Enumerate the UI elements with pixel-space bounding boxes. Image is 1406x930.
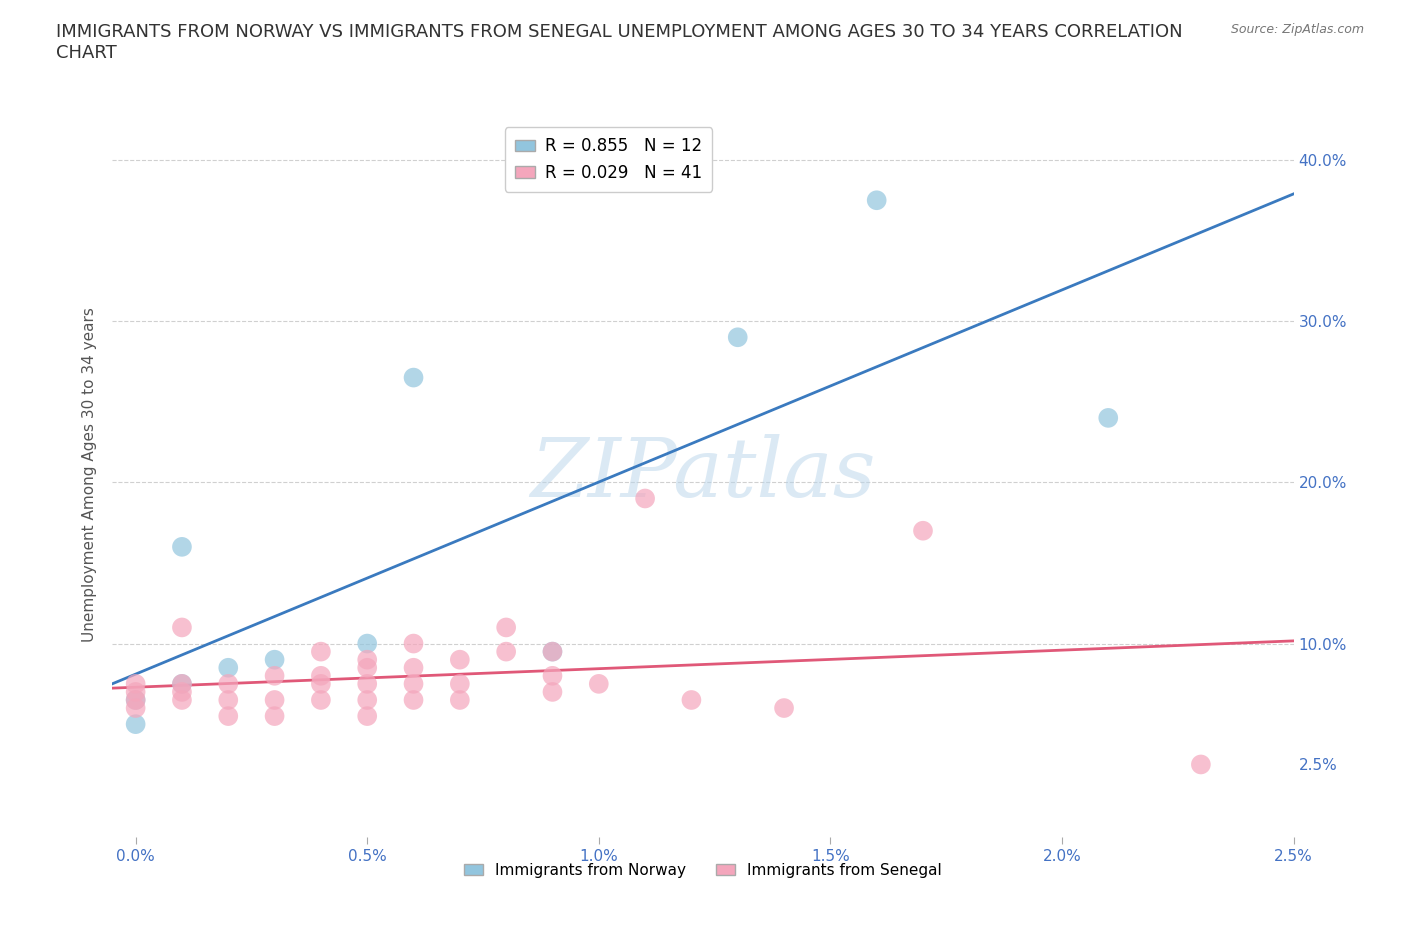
Point [124, 693, 146, 708]
Point [588, 676, 610, 691]
Point [124, 684, 146, 699]
Point [309, 644, 332, 659]
Point [356, 652, 378, 667]
Point [1097, 410, 1119, 425]
Point [356, 676, 378, 691]
Point [356, 693, 378, 708]
Point [170, 620, 193, 635]
Point [634, 491, 657, 506]
Point [356, 660, 378, 675]
Point [402, 676, 425, 691]
Point [124, 717, 146, 732]
Text: ZIPatlas: ZIPatlas [530, 434, 876, 514]
Point [170, 676, 193, 691]
Point [541, 644, 564, 659]
Point [402, 693, 425, 708]
Point [217, 709, 239, 724]
Legend: Immigrants from Norway, Immigrants from Senegal: Immigrants from Norway, Immigrants from … [458, 857, 948, 884]
Point [309, 669, 332, 684]
Point [727, 330, 749, 345]
Point [124, 693, 146, 708]
Point [541, 669, 564, 684]
Point [449, 652, 471, 667]
Point [309, 693, 332, 708]
Point [124, 700, 146, 715]
Point [263, 709, 285, 724]
Point [402, 660, 425, 675]
Point [170, 693, 193, 708]
Point [170, 684, 193, 699]
Point [681, 693, 703, 708]
Point [911, 524, 934, 538]
Point [449, 693, 471, 708]
Point [495, 644, 517, 659]
Point [1189, 757, 1212, 772]
Text: IMMIGRANTS FROM NORWAY VS IMMIGRANTS FROM SENEGAL UNEMPLOYMENT AMONG AGES 30 TO : IMMIGRANTS FROM NORWAY VS IMMIGRANTS FRO… [56, 23, 1182, 62]
Point [217, 676, 239, 691]
Point [449, 676, 471, 691]
Text: Source: ZipAtlas.com: Source: ZipAtlas.com [1230, 23, 1364, 36]
Point [402, 370, 425, 385]
Point [402, 636, 425, 651]
Point [356, 636, 378, 651]
Y-axis label: Unemployment Among Ages 30 to 34 years: Unemployment Among Ages 30 to 34 years [82, 307, 97, 642]
Point [309, 676, 332, 691]
Point [217, 693, 239, 708]
Point [170, 539, 193, 554]
Point [124, 676, 146, 691]
Point [170, 676, 193, 691]
Point [866, 193, 889, 207]
Point [495, 620, 517, 635]
Point [541, 684, 564, 699]
Point [263, 652, 285, 667]
Point [217, 660, 239, 675]
Point [773, 700, 796, 715]
Point [263, 693, 285, 708]
Point [263, 669, 285, 684]
Point [356, 709, 378, 724]
Point [541, 644, 564, 659]
